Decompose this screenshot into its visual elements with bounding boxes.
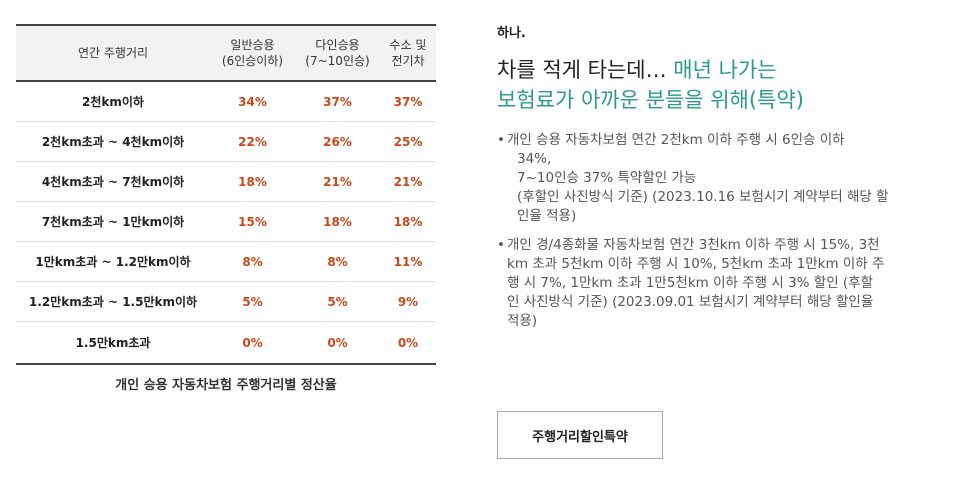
distance-cell: 7천km초과 ~ 1만km이하 — [16, 201, 210, 242]
table-row: 4천km초과 ~ 7천km이하 18% 21% 21% — [16, 161, 436, 202]
rate-cell: 0% — [295, 321, 380, 365]
header-multi: 다인승용 (7~10인승) — [295, 24, 380, 82]
rate-cell: 37% — [380, 81, 436, 122]
table-row: 7천km초과 ~ 1만km이하 15% 18% 18% — [16, 201, 436, 242]
table-caption: 개인 승용 자동차보험 주행거리별 정산율 — [115, 378, 337, 393]
mileage-rate-table-section: 연간 주행거리 일반승용 (6인승이하) 다인승용 (7~10인승) 수소 및 전기차… — [16, 24, 436, 393]
mileage-rate-table: 연간 주행거리 일반승용 (6인승이하) 다인승용 (7~10인승) 수소 및 전기차… — [16, 24, 436, 365]
benefit-line: 개인 승용 자동차보험 연간 2천km 이하 주행 시 6인승 이하 — [507, 132, 845, 148]
rate-cell: 18% — [295, 201, 380, 242]
rate-cell: 18% — [210, 161, 295, 202]
rate-cell: 8% — [210, 241, 295, 282]
mileage-discount-button[interactable]: 주행거리할인특약 — [497, 411, 663, 459]
rate-cell: 18% — [380, 201, 436, 242]
table-row: 1만km초과 ~ 1.2만km이하 8% 8% 11% — [16, 241, 436, 282]
rate-cell: 0% — [380, 321, 436, 365]
table-row: 2천km초과 ~ 4천km이하 22% 26% 25% — [16, 121, 436, 162]
rate-cell: 5% — [210, 281, 295, 322]
rate-cell: 37% — [295, 81, 380, 122]
distance-cell: 1.5만km초과 — [16, 321, 210, 365]
header-eco: 수소 및 전기차 — [380, 24, 436, 82]
rate-cell: 21% — [295, 161, 380, 202]
headline-accent1: 매년 나가는 — [673, 58, 777, 82]
benefit-line: 행 시 7%, 1만km 초과 1만5천km 이하 주행 시 3% 할인 (후할 — [507, 275, 874, 291]
benefit-line: 34%, — [517, 151, 552, 167]
rate-cell: 11% — [380, 241, 436, 282]
header-general: 일반승용 (6인승이하) — [210, 24, 295, 82]
table-header-row: 연간 주행거리 일반승용 (6인승이하) 다인승용 (7~10인승) 수소 및 전기차 — [16, 24, 436, 82]
distance-cell: 2천km초과 ~ 4천km이하 — [16, 121, 210, 162]
rate-cell: 26% — [295, 121, 380, 162]
benefit-line: 적용) — [507, 313, 538, 329]
benefit-item-light-vehicle: 개인 경/4종화물 자동차보험 연간 3천km 이하 주행 시 15%, 3천 … — [497, 236, 947, 331]
distance-cell: 1만km초과 ~ 1.2만km이하 — [16, 241, 210, 282]
header-distance: 연간 주행거리 — [16, 24, 210, 82]
benefit-item-passenger: 개인 승용 자동차보험 연간 2천km 이하 주행 시 6인승 이하 34%, … — [497, 131, 947, 226]
rate-cell: 9% — [380, 281, 436, 322]
rate-cell: 0% — [210, 321, 295, 365]
benefit-line: (후할인 사진방식 기준) (2023.10.16 보험시기 계약부터 해당 할 — [517, 189, 889, 205]
rate-cell: 34% — [210, 81, 295, 122]
headline-accent2: 보험료가 아까운 분들을 위해(특약) — [497, 88, 804, 112]
promo-panel: 하나. 차를 적게 타는데… 매년 나가는 보험료가 아까운 분들을 위해(특약… — [497, 22, 947, 341]
rate-cell: 8% — [295, 241, 380, 282]
benefit-line: 개인 경/4종화물 자동차보험 연간 3천km 이하 주행 시 15%, 3천 — [507, 237, 880, 253]
distance-cell: 4천km초과 ~ 7천km이하 — [16, 161, 210, 202]
table-row: 2천km이하 34% 37% 37% — [16, 81, 436, 122]
table-row: 1.5만km초과 0% 0% 0% — [16, 321, 436, 365]
benefit-line: 인 사진방식 기준) (2023.09.01 보험시기 계약부터 해당 할인율 — [507, 294, 874, 310]
benefit-line: km 초과 5천km 이하 주행 시 10%, 5천km 초과 1만km 이하 … — [507, 256, 885, 272]
distance-cell: 1.2만km초과 ~ 1.5만km이하 — [16, 281, 210, 322]
distance-cell: 2천km이하 — [16, 81, 210, 122]
section-number: 하나. — [497, 26, 526, 41]
headline: 차를 적게 타는데… 매년 나가는 보험료가 아까운 분들을 위해(특약) — [497, 55, 947, 115]
rate-cell: 5% — [295, 281, 380, 322]
headline-part1: 차를 적게 타는데… — [497, 58, 674, 82]
benefit-list: 개인 승용 자동차보험 연간 2천km 이하 주행 시 6인승 이하 34%, … — [497, 131, 947, 331]
rate-cell: 15% — [210, 201, 295, 242]
table-row: 1.2만km초과 ~ 1.5만km이하 5% 5% 9% — [16, 281, 436, 322]
rate-cell: 25% — [380, 121, 436, 162]
benefit-line: 인율 적용) — [517, 208, 577, 224]
benefit-line: 7~10인승 37% 특약할인 가능 — [517, 170, 697, 186]
rate-cell: 22% — [210, 121, 295, 162]
rate-cell: 21% — [380, 161, 436, 202]
